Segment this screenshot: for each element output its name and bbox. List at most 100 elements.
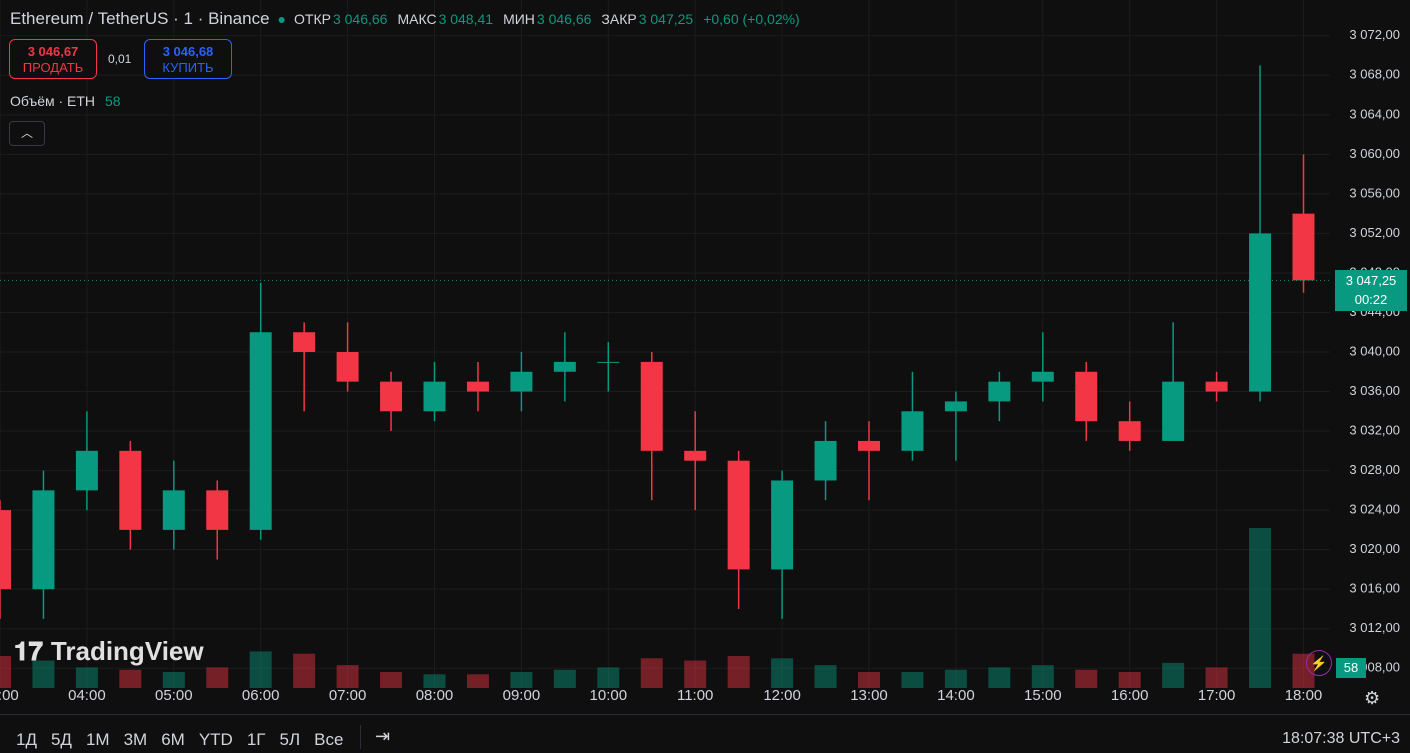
candle-body [1162, 381, 1185, 441]
x-tick-label: 10:00 [590, 687, 628, 704]
buy-button[interactable]: 3 046,68 КУПИТЬ [144, 39, 232, 79]
volume-bar [988, 667, 1011, 688]
candle-body [1075, 371, 1098, 422]
volume-bar [119, 669, 142, 688]
candle-body [249, 332, 272, 530]
volume-bar [293, 653, 316, 688]
volume-legend-value: 58 [104, 93, 121, 109]
candle-body [380, 381, 403, 412]
sell-button[interactable]: 3 046,67 ПРОДАТЬ [9, 39, 97, 79]
x-tick-label: 11:00 [677, 687, 713, 704]
y-tick-label: 3 064,00 [1349, 106, 1400, 121]
candle-body [858, 440, 880, 451]
clock: 18:07:38 UTC+3 [1282, 730, 1400, 747]
x-tick-label: 16:00 [1111, 687, 1149, 704]
range-button[interactable]: 3М [123, 730, 148, 749]
x-tick-label: 09:00 [503, 687, 541, 704]
candle-body [293, 332, 316, 352]
volume-bar [1162, 662, 1185, 688]
x-tick-label: 13:00 [850, 687, 888, 704]
range-button[interactable]: Все [314, 730, 344, 749]
ohlc: ОТКР 3 046,66 МАКС 3 048,41 МИН 3 046,66 ЗА… [294, 11, 808, 27]
range-button[interactable]: 5Л [279, 730, 301, 749]
y-tick-label: 3 040,00 [1349, 343, 1400, 358]
x-tick-label: 12:00 [763, 687, 801, 704]
volume-legend-label: Объём · ETH [10, 93, 96, 109]
watermark: 𝟏𝟕 TradingView [14, 636, 204, 666]
range-button[interactable]: 1Г [246, 730, 266, 749]
volume-bar [380, 672, 403, 688]
candle-body [901, 411, 924, 451]
volume-bar [1205, 667, 1228, 688]
volume-bar [553, 669, 576, 688]
separator [360, 725, 361, 749]
x-tick-label: 08:00 [416, 687, 454, 704]
low: 3 046,66 [536, 11, 592, 27]
countdown: 00:22 [1354, 292, 1388, 307]
symbol[interactable]: Ethereum / TetherUS · 1 · Binance [10, 9, 270, 28]
header: Ethereum / TetherUS · 1 · Binance ● ОТКР… [10, 9, 808, 29]
last-price-tag: 3 047,25 00:22 [1335, 270, 1407, 311]
volume-bar [162, 672, 185, 688]
volume-bar [423, 674, 446, 688]
volume-bar [597, 667, 620, 688]
open-label: ОТКР [294, 11, 331, 27]
candle-body [32, 490, 55, 590]
candle-body [988, 381, 1011, 402]
watermark-text: TradingView [50, 636, 204, 666]
last-price: 3 047,25 [1345, 273, 1397, 288]
change: +0,60 (+0,02%) [703, 11, 800, 27]
volume-bar [0, 656, 11, 688]
y-tick-label: 3 020,00 [1349, 541, 1400, 556]
candle-body [510, 371, 533, 392]
volume-bar [944, 669, 967, 688]
volume-bar [771, 658, 794, 688]
spread: 0,01 [108, 52, 132, 66]
alert-button[interactable]: ⚡ [1306, 650, 1332, 676]
volume-bar [727, 656, 750, 688]
sell-label: ПРОДАТЬ [22, 60, 84, 75]
high-label: МАКС [397, 11, 437, 27]
x-tick-label: 03:00 [0, 687, 19, 704]
range-button[interactable]: 1Д [16, 730, 37, 749]
candle-body [727, 460, 750, 570]
candle-body [1249, 233, 1272, 392]
x-tick-label: 17:00 [1198, 687, 1236, 704]
range-button[interactable]: 1М [85, 730, 110, 749]
range-button[interactable]: 5Д [50, 730, 72, 749]
buy-price: 3 046,68 [162, 44, 214, 59]
volume-bar [1031, 665, 1054, 688]
volume-bar [1118, 672, 1141, 688]
candle-body [1292, 213, 1315, 281]
candle-body [597, 361, 620, 363]
date-range-button[interactable]: ⇥ [375, 726, 391, 746]
volume-legend: Объём · ETH 58 [10, 93, 121, 109]
candle-body [75, 450, 98, 491]
y-tick-label: 3 024,00 [1349, 502, 1400, 517]
collapse-button[interactable]: ︿ [9, 121, 45, 146]
range-button[interactable]: YTD [198, 730, 233, 749]
range-bar: 1Д 5Д 1М 3М 6М YTD 1Г 5Л Все [16, 730, 343, 750]
volume-bar [640, 658, 663, 688]
range-button[interactable]: 6М [161, 730, 185, 749]
y-tick-label: 3 060,00 [1349, 146, 1400, 161]
y-tick-label: 3 056,00 [1349, 185, 1400, 200]
volume-bar [32, 660, 55, 688]
volume-bar [206, 667, 229, 688]
y-tick-label: 3 072,00 [1349, 27, 1400, 42]
volume-bar [249, 651, 272, 688]
y-tick-label: 3 028,00 [1349, 462, 1400, 477]
candle-body [162, 490, 185, 530]
volume-bar [814, 665, 837, 688]
y-tick-label: 3 032,00 [1349, 422, 1400, 437]
candle-body [423, 381, 446, 412]
candle-body [553, 361, 576, 372]
volume-badge: 58 [1336, 658, 1366, 678]
settings-button[interactable]: ⚙ [1364, 688, 1381, 708]
x-tick-label: 07:00 [329, 687, 367, 704]
candle-body [771, 480, 794, 570]
candle-body [336, 352, 359, 382]
candle-body [1118, 421, 1141, 441]
